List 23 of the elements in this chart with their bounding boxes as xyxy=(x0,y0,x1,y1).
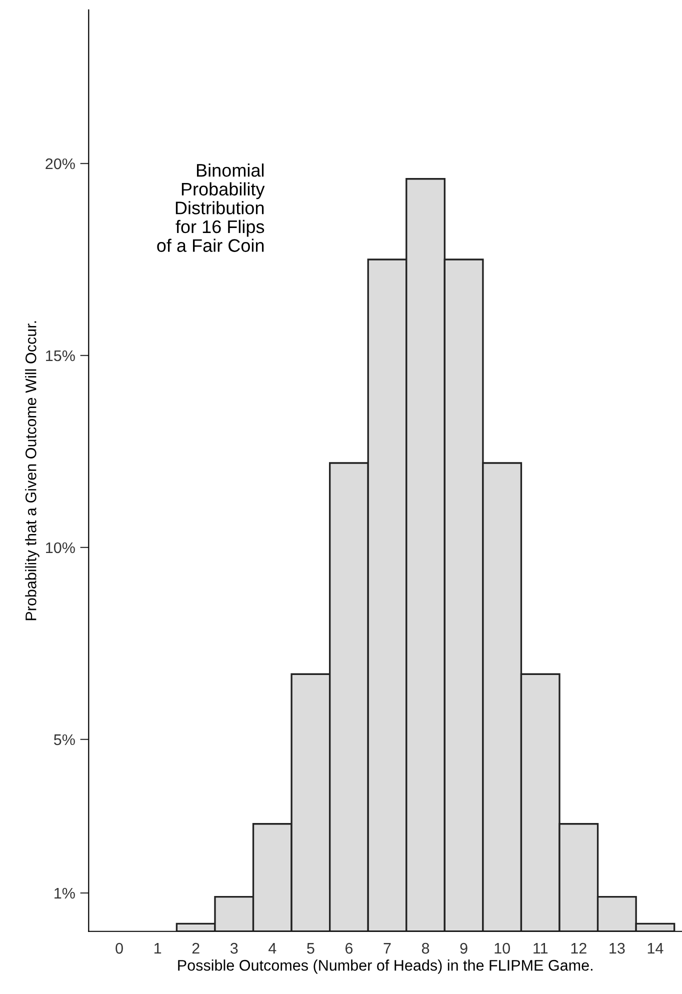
y-tick-label: 1% xyxy=(54,888,75,899)
y-tick-label: 10% xyxy=(46,542,75,554)
x-tick-label: 0 xyxy=(116,942,123,954)
y-tick-label: 15% xyxy=(46,350,75,362)
x-tick-label: 13 xyxy=(610,942,625,954)
x-tick-label: 12 xyxy=(571,942,586,954)
x-tick-label: 11 xyxy=(534,943,548,954)
x-tick-label: 5 xyxy=(307,943,314,954)
x-tick-label: 6 xyxy=(345,942,353,954)
y-axis-title: Probability that a Given Outcome Will Occur. xyxy=(25,321,40,620)
x-tick-label: 4 xyxy=(268,943,276,954)
x-tick-label: 14 xyxy=(648,943,664,954)
x-tick-label: 1 xyxy=(154,943,162,954)
x-tick-label: 8 xyxy=(422,942,430,954)
y-tick-label: 5% xyxy=(54,734,75,746)
x-tick-label: 7 xyxy=(384,943,391,954)
x-tick-label: 9 xyxy=(460,942,468,954)
x-tick-label: 3 xyxy=(230,942,238,954)
x-tick-label: 10 xyxy=(494,942,510,954)
x-axis-title: Possible Outcomes (Number of Heads) in the FLIPME Game. xyxy=(178,960,592,974)
y-tick-label: 20% xyxy=(46,158,75,170)
annotation: Binomial Probability Distribution for 16 Flips of a Fair Coin xyxy=(157,164,265,252)
x-tick-label: 2 xyxy=(192,942,200,954)
